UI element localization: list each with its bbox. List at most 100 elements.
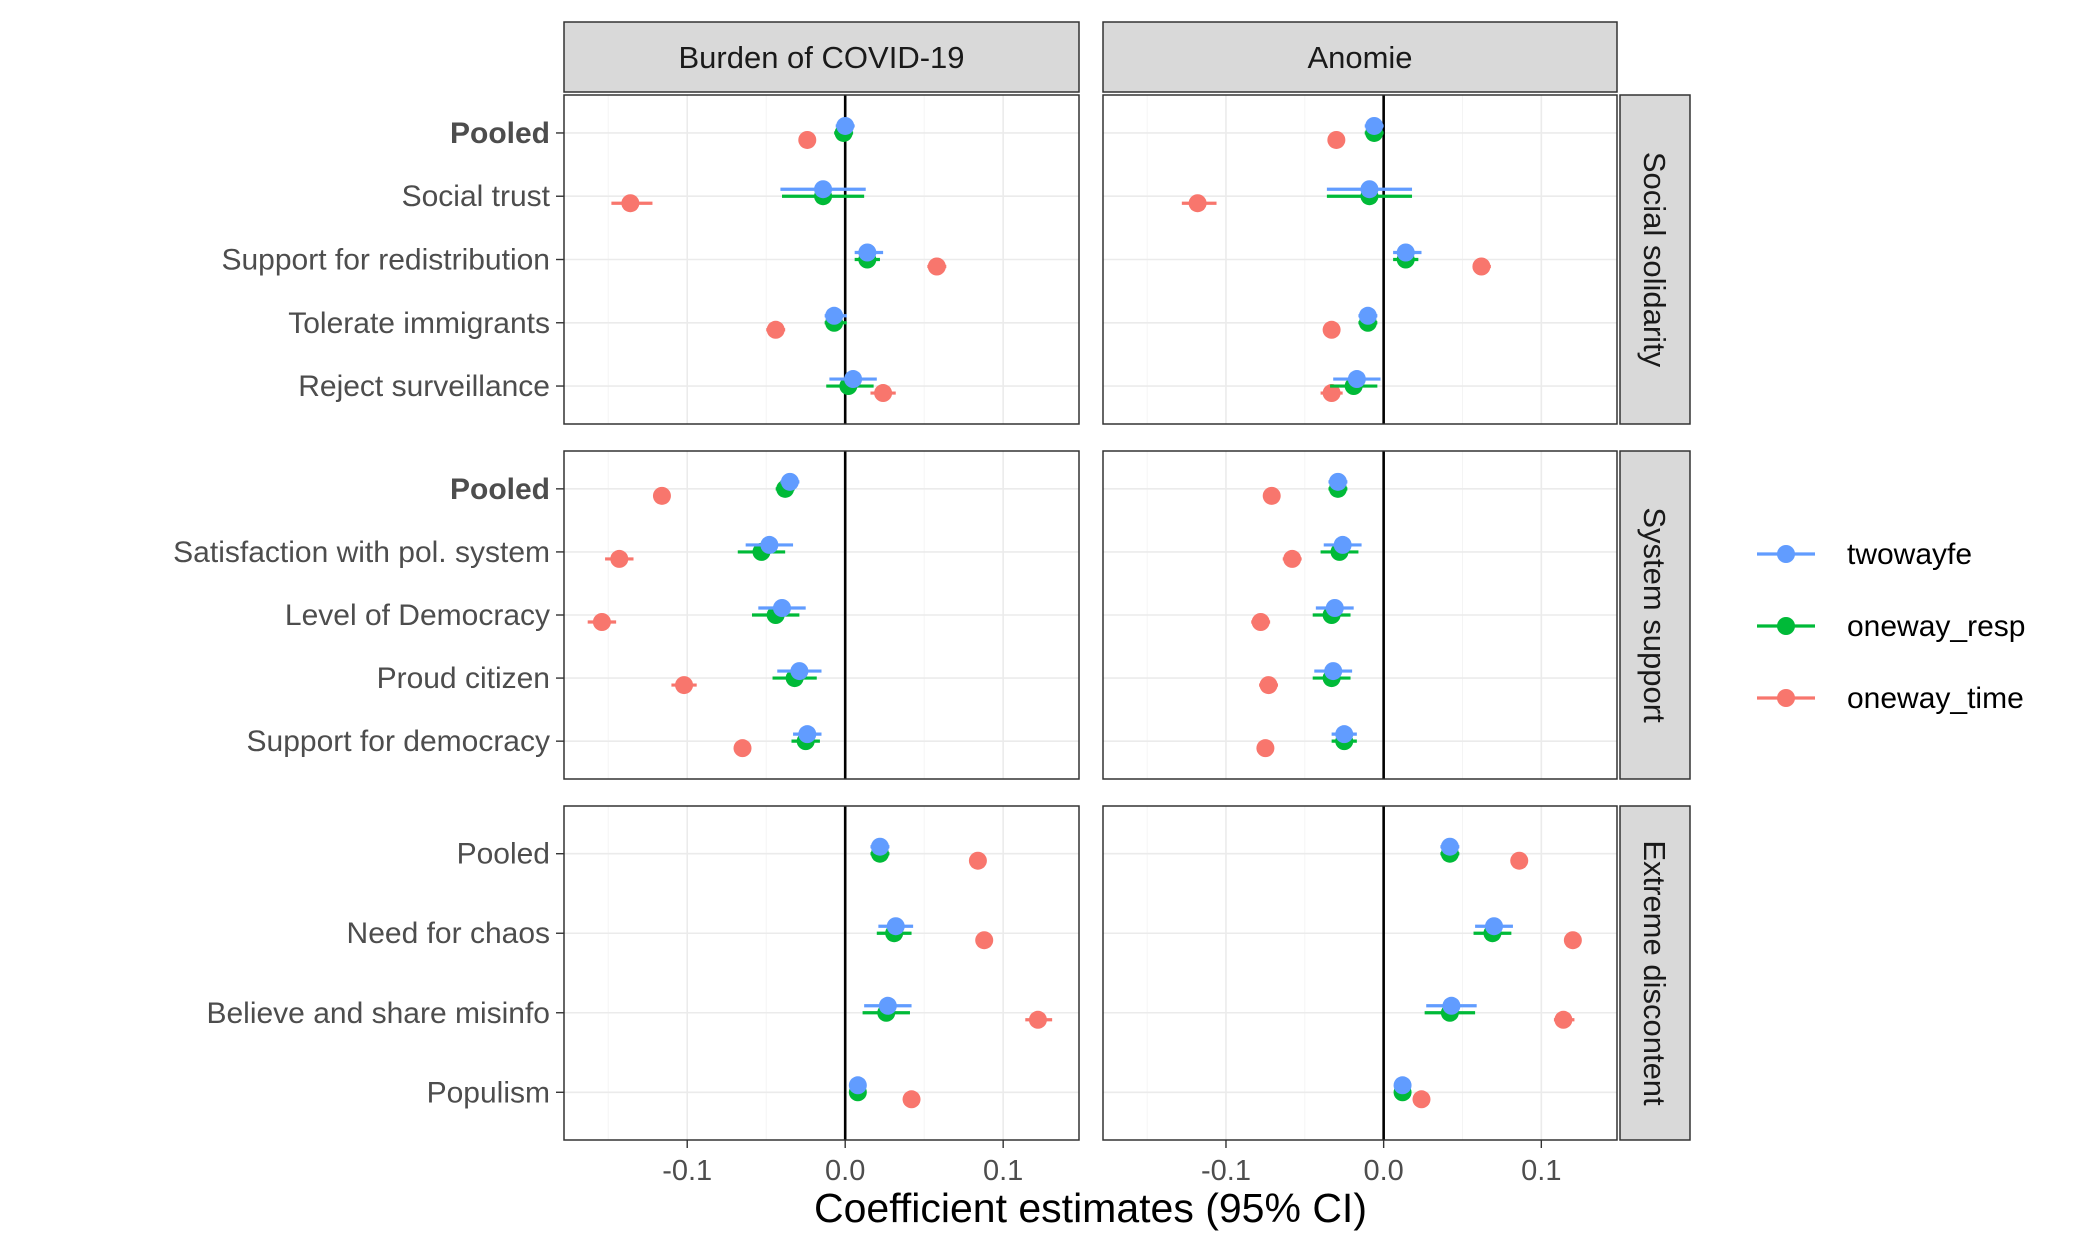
point-twowayfe [1358, 306, 1377, 325]
x-tick-label: 0.0 [825, 1155, 865, 1187]
point-twowayfe [1328, 472, 1347, 491]
legend-label: oneway_time [1847, 682, 2024, 715]
point-oneway_time [1510, 851, 1529, 870]
point-twowayfe [1440, 837, 1459, 856]
point-twowayfe [1347, 370, 1366, 389]
point-twowayfe [825, 306, 844, 325]
point-oneway_time [968, 851, 987, 870]
point-oneway_time [1251, 613, 1270, 631]
point-twowayfe [1396, 243, 1415, 262]
point-twowayfe [798, 725, 817, 744]
point-twowayfe [760, 535, 779, 554]
point-twowayfe [848, 1076, 867, 1095]
point-twowayfe [814, 180, 833, 199]
point-oneway_time [1283, 549, 1302, 568]
point-oneway_time [927, 257, 946, 276]
point-twowayfe [1325, 599, 1344, 617]
point-oneway_time [652, 486, 671, 505]
point-oneway_time [621, 194, 640, 213]
point-oneway_time [1327, 130, 1346, 149]
point-twowayfe [1335, 725, 1354, 744]
row-strip-social-solidarity [1619, 94, 1691, 425]
point-oneway_time [1554, 1010, 1573, 1029]
column-strip-label: Burden of COVID-19 [678, 40, 964, 75]
panel-border [1102, 805, 1618, 1141]
y-tick-label: Tolerate immigrants [288, 307, 550, 340]
legend-label: oneway_resp [1847, 610, 2025, 643]
point-twowayfe [844, 370, 863, 389]
point-twowayfe [780, 472, 799, 491]
point-oneway_time [766, 320, 785, 339]
row-strip-label: Extreme discontent [1637, 840, 1672, 1106]
point-twowayfe [1324, 662, 1343, 681]
point-twowayfe [886, 917, 905, 936]
point-oneway_time [592, 613, 611, 631]
point-oneway_time [1322, 384, 1341, 403]
x-axis-title: Coefficient estimates (95% CI) [814, 1185, 1367, 1231]
y-tick-label: Social trust [402, 180, 551, 213]
row-strip-extreme-discontent [1619, 805, 1691, 1141]
point-oneway_time [1028, 1010, 1047, 1029]
y-tick-label: Believe and share misinfo [206, 997, 550, 1030]
y-tick-label: Pooled [457, 838, 550, 871]
legend-item-twowayfe: twowayfe [1757, 538, 1972, 571]
point-twowayfe [878, 996, 897, 1015]
row-strip-label: System support [1637, 507, 1672, 723]
panel-border [563, 805, 1080, 1141]
point-oneway_time [874, 384, 893, 403]
row-strip-label: Social solidarity [1637, 152, 1672, 368]
column-strip-anomie [1102, 21, 1618, 93]
point-oneway_time [1322, 320, 1341, 339]
point-oneway_time [1412, 1090, 1431, 1109]
legend-item-oneway-time: oneway_time [1757, 682, 2024, 715]
x-tick-label: 0.0 [1363, 1155, 1403, 1187]
x-tick-label: 0.1 [1521, 1155, 1561, 1187]
point-twowayfe [790, 662, 809, 681]
row-strip-system-support [1619, 450, 1691, 780]
y-tick-label: Pooled [450, 117, 550, 150]
y-tick-label: Support for democracy [247, 725, 550, 758]
legend-item-oneway-resp: oneway_resp [1757, 610, 2025, 643]
legend-label: twowayfe [1847, 538, 1972, 571]
point-twowayfe [1333, 535, 1352, 554]
point-oneway_time [798, 130, 817, 149]
point-oneway_time [1563, 931, 1582, 950]
point-oneway_time [675, 676, 694, 695]
point-twowayfe [1393, 1076, 1412, 1095]
x-tick-label: -0.1 [662, 1155, 712, 1187]
point-twowayfe [836, 116, 855, 135]
legend-marker [1777, 689, 1795, 707]
column-strip-label: Anomie [1307, 40, 1412, 75]
legend-marker [1777, 545, 1795, 563]
panel-border [1102, 450, 1618, 780]
point-oneway_time [610, 549, 629, 568]
y-tick-label: Reject surveillance [298, 370, 550, 403]
y-tick-label: Level of Democracy [285, 599, 550, 632]
point-twowayfe [1442, 996, 1461, 1015]
point-oneway_time [902, 1090, 921, 1109]
point-oneway_time [1188, 194, 1207, 213]
point-oneway_time [1262, 486, 1281, 505]
point-twowayfe [773, 599, 792, 617]
point-oneway_time [1259, 676, 1278, 695]
point-twowayfe [1485, 917, 1504, 936]
y-tick-label: Satisfaction with pol. system [173, 536, 550, 569]
point-oneway_time [1256, 739, 1275, 758]
legend-marker [1777, 617, 1795, 635]
panel-background [1103, 806, 1617, 1140]
point-twowayfe [1360, 180, 1379, 199]
point-oneway_time [975, 931, 994, 950]
y-tick-label: Pooled [450, 473, 550, 506]
panel-border [1102, 94, 1618, 425]
y-tick-label: Proud citizen [377, 662, 550, 695]
y-tick-label: Support for redistribution [221, 244, 550, 277]
point-twowayfe [1365, 116, 1384, 135]
point-twowayfe [858, 243, 877, 262]
y-tick-label: Need for chaos [347, 917, 550, 950]
panel-background [564, 806, 1079, 1140]
x-tick-label: -0.1 [1201, 1155, 1251, 1187]
column-strip-burden-of-covid-19 [563, 21, 1080, 93]
point-oneway_time [733, 739, 752, 758]
x-tick-label: 0.1 [983, 1155, 1023, 1187]
